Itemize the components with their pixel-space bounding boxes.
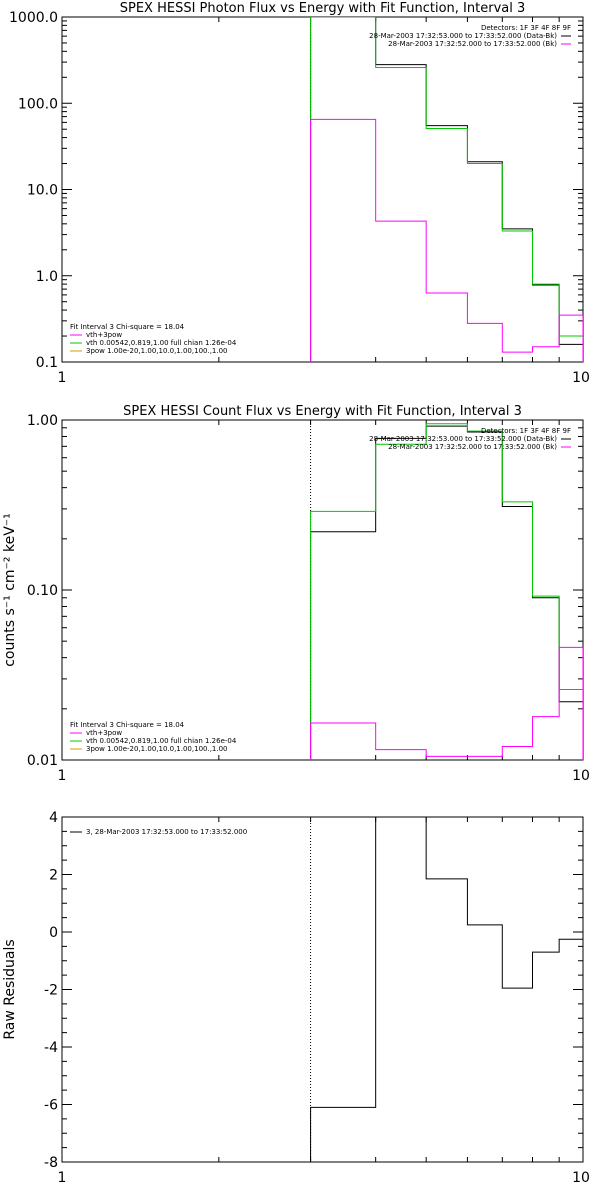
series-3-line bbox=[310, 646, 583, 760]
x-tick-label: 10 bbox=[572, 768, 590, 784]
chart-title: SPEX HESSI Photon Flux vs Energy with Fi… bbox=[120, 1, 526, 16]
y-tick-label: -8 bbox=[44, 1155, 58, 1171]
y-tick-label: 0.10 bbox=[27, 583, 58, 599]
y-tick-label: 1000.0 bbox=[9, 10, 58, 26]
series-2-line bbox=[310, 17, 583, 362]
y-tick-label: 0.01 bbox=[27, 753, 58, 769]
legend-label: 28-Mar-2003 17:32:53.000 to 17:33:52.000… bbox=[369, 32, 557, 40]
y-tick-label: 10.0 bbox=[27, 183, 58, 199]
detectors-label: Detectors: 1F 3F 4F 8F 9F bbox=[481, 24, 571, 32]
series-3-line bbox=[310, 118, 583, 362]
legend-label: 3pow 1.00e-20,1.00,10.0,1.00,100.,1.00 bbox=[86, 347, 228, 355]
x-tick-label: 1 bbox=[58, 768, 67, 784]
x-tick-label: 10 bbox=[572, 1170, 590, 1186]
y-tick-label: -4 bbox=[44, 1040, 58, 1056]
fit-info-label: Fit Interval 3 Chi-square = 18.04 bbox=[70, 323, 185, 331]
y-tick-label: 0 bbox=[49, 925, 58, 941]
series-1-line bbox=[310, 17, 583, 362]
y-tick-label: 1.00 bbox=[27, 413, 58, 429]
fit-info-label: Fit Interval 3 Chi-square = 18.04 bbox=[70, 721, 185, 729]
chart-panel-2: SPEX HESSI Count Flux vs Energy with Fit… bbox=[2, 404, 590, 784]
legend-label: vth+3pow bbox=[86, 331, 122, 339]
legend-label: 28-Mar-2003 17:32:53.000 to 17:33:52.000… bbox=[369, 435, 557, 443]
legend-label: vth+3pow bbox=[86, 729, 122, 737]
chart-panel-1: SPEX HESSI Photon Flux vs Energy with Fi… bbox=[9, 1, 590, 386]
y-tick-label: 1.0 bbox=[36, 269, 58, 285]
legend-label: 28-Mar-2003 17:32:52.000 to 17:33:52.000… bbox=[388, 40, 557, 48]
x-tick-label: 1 bbox=[58, 370, 67, 386]
series-1-line bbox=[310, 817, 583, 1162]
chart-panel-3: Raw Residuals 1 10 -8 -6 -4 -2 0 2 4 3, 28-Mar-200… bbox=[2, 810, 590, 1186]
legend-label: 28-Mar-2003 17:32:52.000 to 17:33:52.000… bbox=[388, 443, 557, 451]
legend-label: 3pow 1.00e-20,1.00,10.0,1.00,100.,1.00 bbox=[86, 745, 228, 753]
plot-frame bbox=[61, 816, 584, 1163]
x-tick-label: 10 bbox=[572, 370, 590, 386]
legend-label: vth 0.00542,0.819,1.00 full chian 1.26e-… bbox=[86, 339, 237, 347]
y-tick-label: 2 bbox=[49, 868, 58, 884]
y-tick-label: 0.1 bbox=[36, 355, 58, 371]
series-2-line bbox=[310, 423, 583, 760]
y-tick-label: -2 bbox=[44, 983, 58, 999]
plot-frame bbox=[61, 419, 584, 761]
x-tick-label: 1 bbox=[58, 1170, 67, 1186]
y-axis-label: Raw Residuals bbox=[2, 939, 18, 1039]
y-tick-label: -6 bbox=[44, 1098, 58, 1114]
y-tick-label: 4 bbox=[49, 810, 58, 826]
legend-label: 3, 28-Mar-2003 17:32:53.000 to 17:33:52.… bbox=[86, 828, 247, 836]
y-axis-label: counts s⁻¹ cm⁻² keV⁻¹ bbox=[2, 513, 18, 667]
y-tick-label: 100.0 bbox=[18, 96, 58, 112]
series-1-line bbox=[310, 425, 583, 760]
detectors-label: Detectors: 1F 3F 4F 8F 9F bbox=[481, 427, 571, 435]
legend-label: vth 0.00542,0.819,1.00 full chian 1.26e-… bbox=[86, 737, 237, 745]
plot-frame bbox=[61, 16, 584, 363]
chart-title: SPEX HESSI Count Flux vs Energy with Fit… bbox=[123, 404, 522, 419]
